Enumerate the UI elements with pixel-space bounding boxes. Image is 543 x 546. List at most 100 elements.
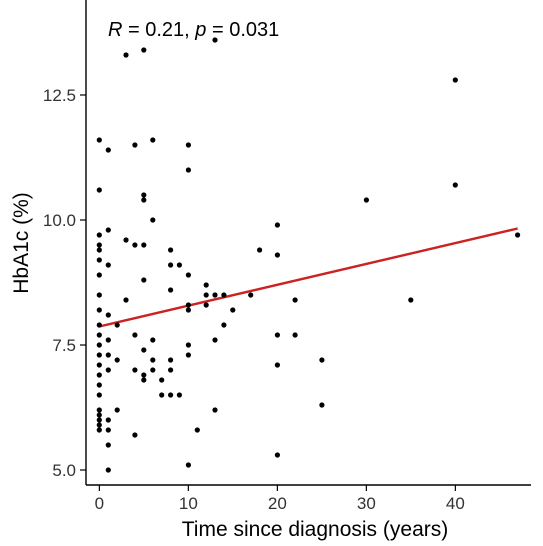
data-point-74	[185, 462, 191, 468]
data-point-5	[96, 257, 102, 263]
fit-line-layer	[99, 227, 518, 328]
data-point-47	[141, 242, 147, 248]
data-point-89	[274, 252, 280, 258]
data-point-45	[141, 192, 147, 198]
data-point-49	[141, 347, 147, 353]
data-point-81	[212, 337, 218, 343]
data-point-50	[141, 372, 147, 378]
data-point-1	[96, 187, 102, 193]
data-point-80	[212, 292, 218, 298]
data-point-42	[132, 367, 138, 373]
data-point-43	[132, 432, 138, 438]
data-point-75	[194, 427, 200, 433]
data-point-17	[96, 407, 102, 413]
y-ticks: 5.0 7.5 10.0 12.5	[43, 86, 86, 480]
y-axis-title: HbA1c (%)	[10, 192, 33, 294]
data-point-100	[452, 182, 458, 188]
y-tick-label-1: 7.5	[52, 336, 76, 355]
data-point-3	[96, 242, 102, 248]
data-point-72	[185, 342, 191, 348]
data-point-57	[159, 377, 165, 383]
data-point-87	[257, 247, 263, 253]
r-symbol: R	[108, 19, 122, 41]
data-point-19	[96, 417, 102, 423]
data-point-35	[114, 407, 120, 413]
data-point-99	[452, 77, 458, 83]
data-point-86	[248, 292, 254, 298]
data-point-12	[96, 352, 102, 358]
data-point-30	[105, 427, 111, 433]
data-point-44	[141, 47, 147, 53]
data-point-97	[363, 197, 369, 203]
r-value: = 0.21,	[122, 19, 195, 41]
data-point-82	[212, 407, 218, 413]
data-point-18	[96, 412, 102, 418]
data-point-71	[185, 307, 191, 313]
data-point-91	[274, 362, 280, 368]
regression-line	[99, 227, 518, 328]
data-point-24	[105, 262, 111, 268]
data-point-8	[96, 307, 102, 313]
x-ticks: 0 10 20 30 40	[95, 485, 465, 513]
data-point-37	[123, 237, 129, 243]
data-point-22	[105, 147, 111, 153]
data-point-77	[203, 292, 209, 298]
data-point-70	[185, 302, 191, 308]
data-point-101	[515, 232, 521, 238]
y-tick-label-2: 10.0	[43, 211, 76, 230]
data-point-7	[96, 292, 102, 298]
data-point-65	[176, 262, 182, 268]
data-point-26	[105, 337, 111, 343]
data-point-55	[150, 357, 156, 363]
data-point-25	[105, 312, 111, 318]
data-point-98	[408, 297, 414, 303]
data-point-23	[105, 227, 111, 233]
data-point-60	[168, 262, 174, 268]
x-tick-label-0: 0	[95, 494, 104, 513]
data-point-40	[132, 242, 138, 248]
data-point-83	[221, 292, 227, 298]
data-point-51	[141, 377, 147, 383]
data-point-63	[168, 367, 174, 373]
data-point-2	[96, 232, 102, 238]
data-point-39	[132, 142, 138, 148]
data-point-96	[319, 402, 325, 408]
data-point-4	[96, 247, 102, 253]
data-point-67	[185, 142, 191, 148]
data-point-28	[105, 367, 111, 373]
data-point-68	[185, 167, 191, 173]
data-point-95	[319, 357, 325, 363]
data-point-53	[150, 217, 156, 223]
x-tick-label-10: 10	[179, 494, 198, 513]
data-point-0	[96, 137, 102, 143]
correlation-annotation: R = 0.21, p = 0.031	[108, 19, 279, 41]
data-point-54	[150, 337, 156, 343]
data-point-36	[123, 52, 129, 58]
data-point-6	[96, 272, 102, 278]
points-layer	[96, 37, 521, 473]
data-point-32	[105, 467, 111, 473]
data-point-52	[150, 137, 156, 143]
data-point-78	[203, 302, 209, 308]
x-tick-label-30: 30	[357, 494, 376, 513]
data-point-92	[274, 452, 280, 458]
data-point-33	[114, 322, 120, 328]
data-point-85	[230, 307, 236, 313]
data-point-58	[159, 392, 165, 398]
data-point-90	[274, 332, 280, 338]
data-point-94	[292, 332, 298, 338]
data-point-64	[168, 392, 174, 398]
data-point-69	[185, 272, 191, 278]
y-tick-label-0: 5.0	[52, 461, 76, 480]
data-point-20	[96, 422, 102, 428]
y-tick-label-3: 12.5	[43, 86, 76, 105]
data-point-15	[96, 382, 102, 388]
data-point-56	[150, 367, 156, 373]
p-value: = 0.031	[206, 19, 279, 41]
data-point-88	[274, 222, 280, 228]
x-axis-title: Time since diagnosis (years)	[182, 518, 448, 541]
p-symbol: p	[194, 19, 206, 41]
data-point-14	[96, 372, 102, 378]
x-tick-label-20: 20	[268, 494, 287, 513]
